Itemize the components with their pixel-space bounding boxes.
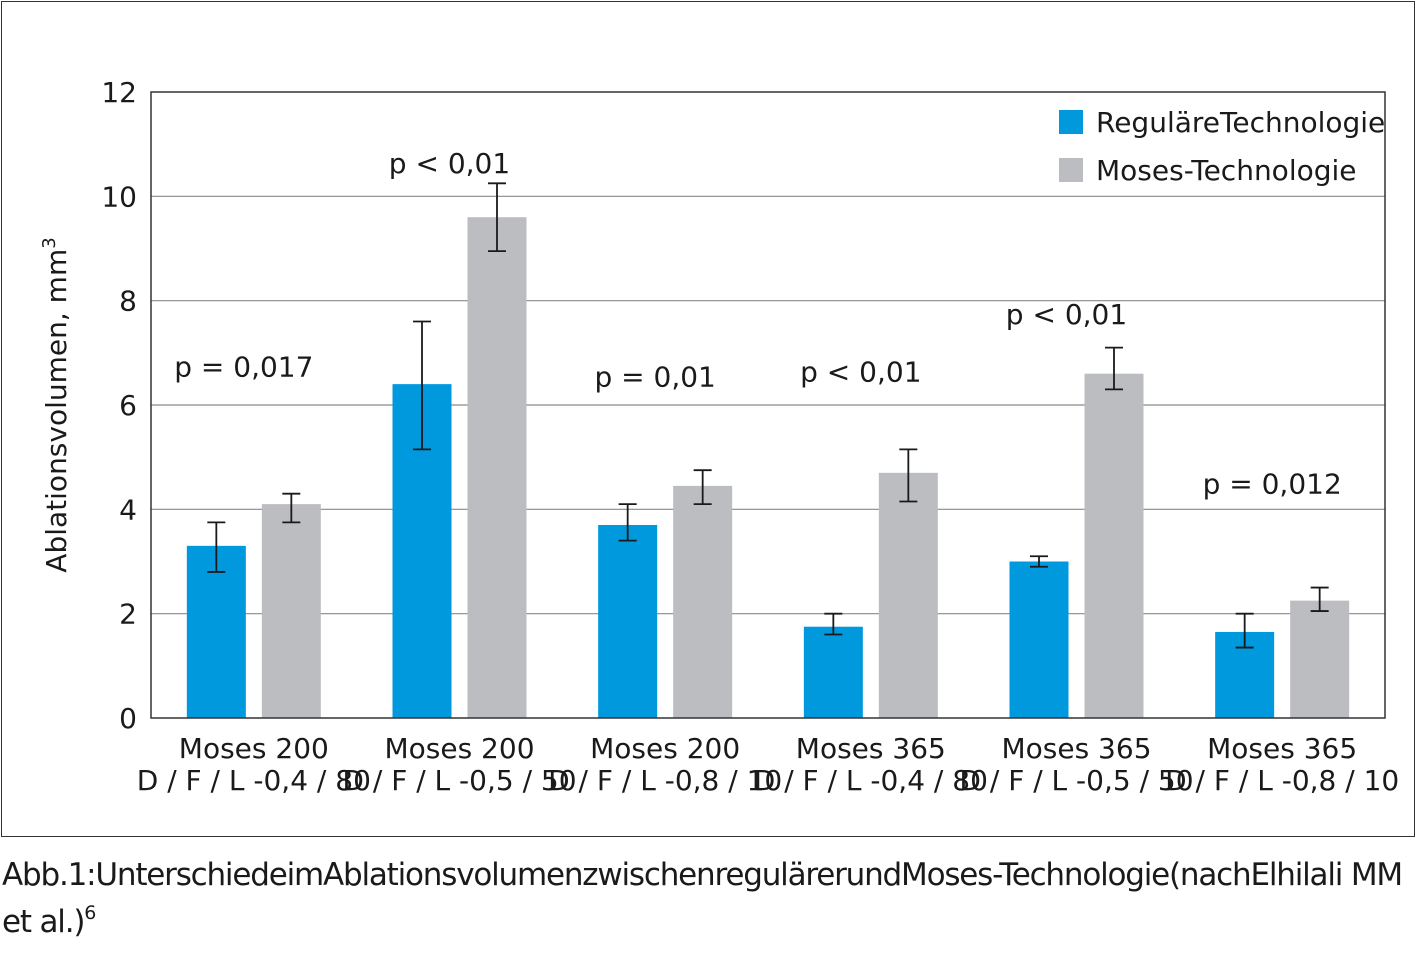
p-value-label: p = 0,012 [1203,468,1342,501]
bar-regular [1009,561,1069,718]
bar-moses [467,217,527,718]
error-bar [1030,555,1048,568]
p-value-label: p < 0,01 [389,147,510,180]
error-bar [899,448,918,503]
error-bars [207,182,1329,649]
legend: ReguläreTechnologie Moses-Technologie [1059,106,1385,187]
x-tick-label-line2: D / F / L -0,4 / 80 [137,764,371,797]
y-axis-label-text: Ablationsvolumen, mm [40,249,73,573]
error-bar [693,469,712,506]
legend-swatch-moses [1059,158,1083,182]
bar-moses [673,485,733,718]
x-tick-label-line1: Moses 200 [384,732,534,765]
figure-caption: Abb.1:UnterschiedeimAblationsvolumenzwis… [2,852,1416,950]
error-bar [824,612,843,636]
error-bar [207,521,226,573]
legend-label-moses: Moses-Technologie [1096,154,1357,187]
error-bar [488,182,506,253]
p-value-annotations: p = 0,017 p < 0,01 p = 0,01 p < 0,01 p < 0,0… [174,147,1342,501]
y-axis-label-sup: 3 [39,237,60,248]
error-bar [282,492,301,524]
gridlines [151,195,1385,615]
x-tick-label-line2: D / F / L -0,8 / 10 [1165,764,1399,797]
error-bar [618,503,637,542]
bar-regular [598,524,658,718]
legend-label-regular: ReguläreTechnologie [1096,106,1385,139]
bar-moses [261,504,321,718]
plot-border [150,91,1386,719]
bars [186,217,1350,718]
y-tick-label: 0 [119,702,137,735]
error-bar [1235,612,1254,649]
error-bar [1105,346,1123,391]
x-tick-label-line1: Moses 365 [796,732,946,765]
p-value-label: p < 0,01 [1006,298,1127,331]
bar-moses [878,472,938,718]
y-tick-label: 12 [101,76,137,109]
legend-swatch-regular [1059,110,1083,134]
p-value-label: p < 0,01 [800,356,921,389]
p-value-label: p = 0,01 [594,361,715,394]
bar-moses [1290,600,1350,718]
y-axis-label: Ablationsvolumen, mm3 [39,237,73,572]
x-tick-label-line2: D / F / L -0,5 / 50 [959,764,1193,797]
x-tick-label-line1: Moses 200 [590,732,740,765]
caption-reference: 6 [84,902,97,924]
x-tick-label-line1: Moses 200 [179,732,329,765]
y-tick-label: 6 [119,389,137,422]
y-tick-labels: 0 2 4 6 8 10 12 [101,76,137,735]
y-tick-label: 10 [101,180,137,213]
x-tick-label-line1: Moses 365 [1001,732,1151,765]
y-tick-label: 2 [119,598,137,631]
bar-regular [186,545,246,718]
p-value-label: p = 0,017 [174,350,313,383]
figure-frame: 0 2 4 6 8 10 12 Moses 200 D / F / L -0,4 / 80 Mo… [1,1,1415,837]
bar-moses [1084,373,1144,718]
x-tick-label-line2: D / F / L -0,4 / 80 [754,764,988,797]
caption-text: Abb.1:UnterschiedeimAblationsvolumenzwis… [2,857,1403,940]
bar-regular [803,626,863,718]
x-tick-label-line2: D / F / L -0,5 / 50 [342,764,576,797]
y-tick-label: 8 [119,285,137,318]
error-bar [413,320,431,451]
x-tick-label-line1: Moses 365 [1207,732,1357,765]
error-bar [1310,586,1329,612]
y-tick-label: 4 [119,493,137,526]
x-tick-label-line2: D / F / L -0,8 / 10 [548,764,782,797]
